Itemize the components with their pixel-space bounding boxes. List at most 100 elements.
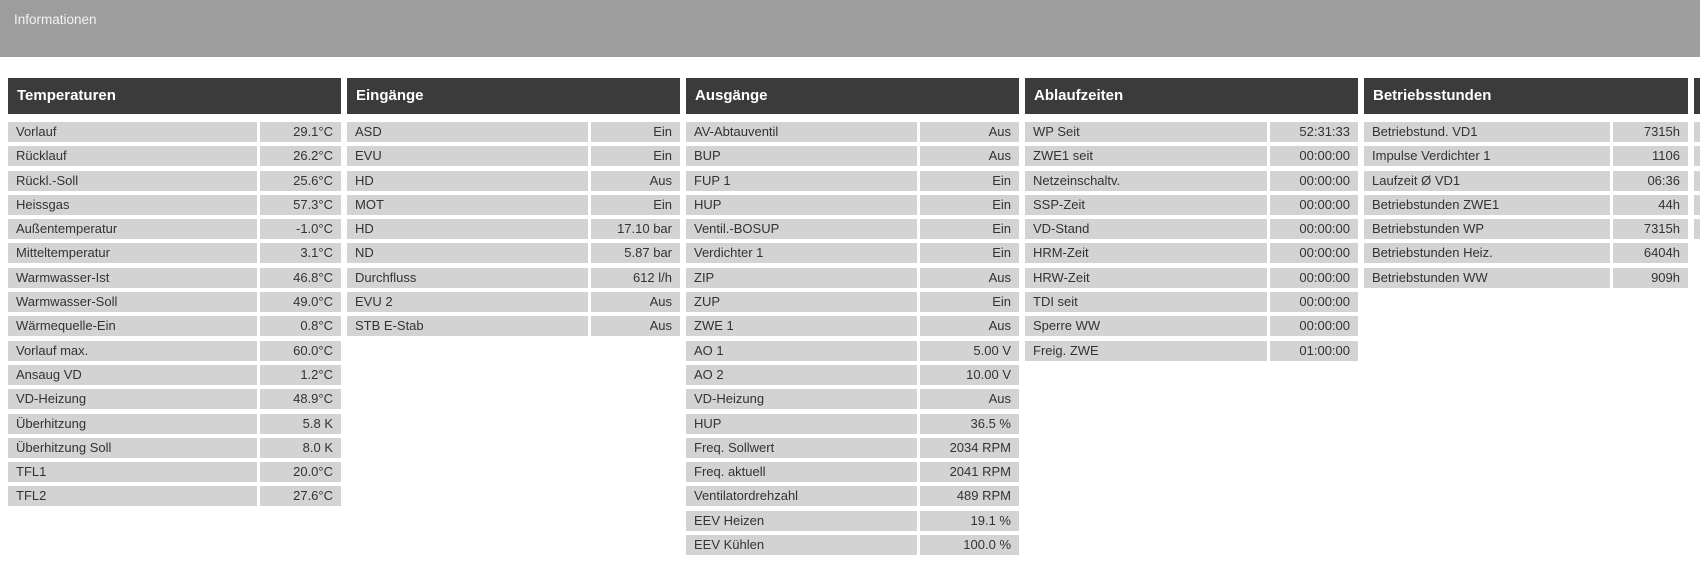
table-row: Freig. ZWE 01:00:00 xyxy=(1025,340,1358,361)
row-label: Ventilatordrehzahl xyxy=(686,486,917,507)
table-row: Sperre WW 00:00:00 xyxy=(1025,316,1358,337)
row-label: ZIP xyxy=(686,267,917,288)
table-row: TFL2 27.6°C xyxy=(8,486,341,507)
row-label: TDI seit xyxy=(1025,292,1267,313)
table-row: ZIP Aus xyxy=(686,267,1019,288)
row-value: Aus xyxy=(591,292,680,313)
table-row: AV-Abtauventil Aus xyxy=(686,122,1019,142)
table-row: Überhitzung 5.8 K xyxy=(8,413,341,434)
row-value: 26.2°C xyxy=(260,146,341,167)
row-label: ZWE 1 xyxy=(686,316,917,337)
row-value: -1.0°C xyxy=(260,219,341,240)
row-value: 3.1°C xyxy=(260,243,341,264)
table-row: EVU 2 Aus xyxy=(347,292,680,313)
row-value: 52:31:33 xyxy=(1270,122,1358,142)
row-label: TFL1 xyxy=(8,462,257,483)
row-label: Ventil.-BOSUP xyxy=(686,219,917,240)
table-row: SSP-Zeit 00:00:00 xyxy=(1025,194,1358,215)
row-value: Ein xyxy=(591,122,680,142)
table-row xyxy=(1694,219,1700,240)
row-value: 489 RPM xyxy=(920,486,1019,507)
table-row: EEV Heizen 19.1 % xyxy=(686,510,1019,531)
row-label: Verdichter 1 xyxy=(686,243,917,264)
table-row: Impulse Verdichter 1 1106 xyxy=(1364,146,1688,167)
row-value: 7315h xyxy=(1613,219,1688,240)
row-value: 17.10 bar xyxy=(591,219,680,240)
row-label: Außentemperatur xyxy=(8,219,257,240)
table-title: Ausgänge xyxy=(686,78,1019,114)
table-ausgaenge: Ausgänge AV-Abtauventil Aus BUP Aus FUP 1 Ein H… xyxy=(686,78,1019,559)
row-value: Ein xyxy=(591,146,680,167)
row-label: ZWE1 seit xyxy=(1025,146,1267,167)
row-value: 00:00:00 xyxy=(1270,219,1358,240)
row-label: VD-Heizung xyxy=(8,389,257,410)
row-label: HUP xyxy=(686,413,917,434)
table-title: Temperaturen xyxy=(8,78,341,114)
row-label: FUP 1 xyxy=(686,170,917,191)
row-label: ND xyxy=(347,243,588,264)
table-row: HUP Ein xyxy=(686,194,1019,215)
row-value: 00:00:00 xyxy=(1270,146,1358,167)
row-value: Aus xyxy=(920,122,1019,142)
table-row: Überhitzung Soll 8.0 K xyxy=(8,437,341,458)
row-label: Wärmequelle-Ein xyxy=(8,316,257,337)
row-label: ASD xyxy=(347,122,588,142)
table-row: VD-Heizung Aus xyxy=(686,389,1019,410)
row-label: Betriebstund. VD1 xyxy=(1364,122,1610,142)
informationen-header[interactable]: Informationen xyxy=(0,0,1700,57)
table-row xyxy=(1694,170,1700,191)
row-label: TFL2 xyxy=(8,486,257,507)
table-title: Eingänge xyxy=(347,78,680,114)
row-value: 6404h xyxy=(1613,243,1688,264)
table-row: Betriebstunden WW 909h xyxy=(1364,267,1688,288)
row-value: 8.0 K xyxy=(260,437,341,458)
row-value: 00:00:00 xyxy=(1270,316,1358,337)
row-label: ZUP xyxy=(686,292,917,313)
row-label: AV-Abtauventil xyxy=(686,122,917,142)
row-label: WP Seit xyxy=(1025,122,1267,142)
row-label: Warmwasser-Ist xyxy=(8,267,257,288)
row-label: HRM-Zeit xyxy=(1025,243,1267,264)
row-label: Heissgas xyxy=(8,194,257,215)
row-label: Vorlauf max. xyxy=(8,340,257,361)
row-label: AO 1 xyxy=(686,340,917,361)
row-value: 49.0°C xyxy=(260,292,341,313)
row-value: 1.2°C xyxy=(260,364,341,385)
row-value: 10.00 V xyxy=(920,364,1019,385)
table-row: Vorlauf max. 60.0°C xyxy=(8,340,341,361)
table-row: ZUP Ein xyxy=(686,292,1019,313)
row-value: 100.0 % xyxy=(920,535,1019,556)
row-label: Überhitzung Soll xyxy=(8,437,257,458)
table-row: Warmwasser-Ist 46.8°C xyxy=(8,267,341,288)
row-value: Ein xyxy=(591,194,680,215)
row-label: Mitteltemperatur xyxy=(8,243,257,264)
row-label: EVU 2 xyxy=(347,292,588,313)
table-row: MOT Ein xyxy=(347,194,680,215)
table-row: VD-Heizung 48.9°C xyxy=(8,389,341,410)
row-value: 19.1 % xyxy=(920,510,1019,531)
table-row: ND 5.87 bar xyxy=(347,243,680,264)
row-value: Aus xyxy=(920,316,1019,337)
table-row: Betriebstunden Heiz. 6404h xyxy=(1364,243,1688,264)
row-value: Aus xyxy=(920,146,1019,167)
table-row: Durchfluss 612 l/h xyxy=(347,267,680,288)
row-value: Ein xyxy=(920,292,1019,313)
table-row xyxy=(1694,122,1700,142)
table-temperaturen: Temperaturen Vorlauf 29.1°C Rücklauf 26.2°C R… xyxy=(8,78,341,511)
table-row: Betriebstunden ZWE1 44h xyxy=(1364,194,1688,215)
table-betriebsstunden: Betriebsstunden Betriebstund. VD1 7315h Imp… xyxy=(1364,78,1688,292)
row-label xyxy=(1694,146,1700,167)
table-row: Ansaug VD 1.2°C xyxy=(8,364,341,385)
table-title: Ablaufzeiten xyxy=(1025,78,1358,114)
row-label: Impulse Verdichter 1 xyxy=(1364,146,1610,167)
partial-table-cutoff xyxy=(1694,78,1700,243)
table-title: Betriebsstunden xyxy=(1364,78,1688,114)
row-value: 25.6°C xyxy=(260,170,341,191)
table-row: EEV Kühlen 100.0 % xyxy=(686,535,1019,556)
row-value: 7315h xyxy=(1613,122,1688,142)
table-row: Freq. aktuell 2041 RPM xyxy=(686,462,1019,483)
row-value: Ein xyxy=(920,170,1019,191)
row-value: 00:00:00 xyxy=(1270,292,1358,313)
table-row: Außentemperatur -1.0°C xyxy=(8,219,341,240)
table-row: ASD Ein xyxy=(347,122,680,142)
